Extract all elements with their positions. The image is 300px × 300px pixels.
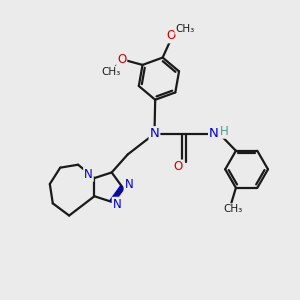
Text: O: O	[166, 29, 175, 42]
Text: CH₃: CH₃	[223, 204, 242, 214]
Text: N: N	[150, 127, 159, 140]
Text: N: N	[84, 168, 93, 181]
Text: O: O	[174, 160, 183, 173]
Text: CH₃: CH₃	[175, 24, 194, 34]
Text: H: H	[220, 125, 229, 138]
Text: N: N	[124, 178, 133, 191]
Text: N: N	[113, 198, 122, 211]
Text: CH₃: CH₃	[101, 67, 120, 77]
Text: O: O	[117, 53, 126, 66]
Text: N: N	[209, 127, 219, 140]
